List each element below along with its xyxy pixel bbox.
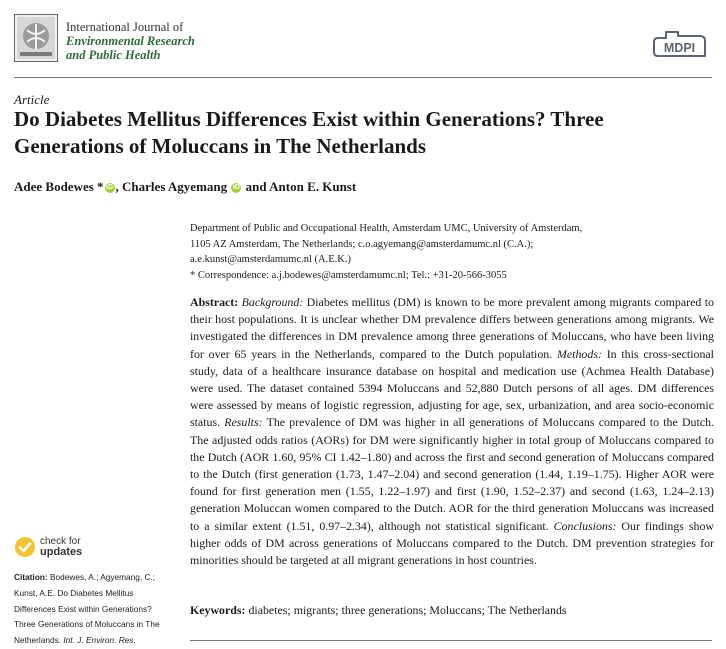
author-separator: and (242, 179, 270, 194)
conclusions-label: Conclusions: (553, 518, 617, 533)
journal-name-line3: and Public Health (66, 48, 161, 62)
bottom-divider (190, 640, 712, 641)
background-text: Diabetes mellitus (DM) is known to be mo… (190, 295, 714, 361)
mdpi-logo-icon: MDPI (653, 31, 706, 57)
corresponding-mark: * (97, 179, 104, 194)
results-label: Results: (224, 415, 263, 430)
author-list: Adee Bodewes * iD, Charles Agyemang iD an… (14, 179, 356, 195)
article-type: Article (14, 92, 50, 107)
author-separator: , (115, 179, 123, 194)
check-updates-line2: updates (40, 546, 83, 558)
author-name: Charles Agyemang (122, 179, 228, 194)
keywords-label: Keywords: (190, 603, 246, 617)
publisher-name: MDPI (664, 41, 695, 55)
journal-name: International Journal of Environmental R… (66, 20, 195, 62)
journal-name-line2: Environmental Research (66, 34, 195, 48)
check-updates-line1: check for (40, 536, 81, 547)
conclusions-text: Our findings show higher odds of DM acro… (190, 518, 714, 568)
check-for-updates-button[interactable]: check for updates (14, 536, 82, 558)
abstract-label: Abstract: (190, 295, 239, 309)
journal-logo-icon (14, 14, 58, 62)
citation-label: Citation: (14, 572, 48, 582)
citation-text: Bodewes, A.; Agyemang, C.; Kunst, A.E. D… (14, 572, 160, 646)
author-name: Adee Bodewes (14, 179, 94, 194)
correspondence-line: * Correspondence: a.j.bodewes@amsterdamu… (190, 269, 507, 281)
orcid-icon[interactable]: iD (104, 183, 115, 193)
journal-name-line1: International Journal of (66, 20, 184, 34)
citation-journal: Int. J. Environ. Res. (63, 635, 136, 646)
affiliations: Department of Public and Occupational He… (190, 221, 710, 283)
abstract: Abstract: Background: Diabetes mellitus … (190, 294, 714, 569)
results-text: The prevalence of DM was higher in all g… (190, 415, 714, 533)
author-name: Anton E. Kunst (269, 179, 357, 194)
keywords-text: diabetes; migrants; three generations; M… (245, 603, 567, 617)
keywords: Keywords: diabetes; migrants; three gene… (190, 603, 567, 618)
affiliation-line: Department of Public and Occupational He… (190, 223, 583, 234)
check-updates-label: check for updates (40, 536, 83, 558)
methods-label: Methods: (557, 346, 602, 361)
header-divider (14, 77, 712, 78)
affiliation-line: 1105 AZ Amsterdam, The Netherlands; c.o.… (190, 238, 534, 250)
background-label: Background: (241, 295, 304, 309)
article-title: Do Diabetes Mellitus Differences Exist w… (14, 107, 604, 158)
check-updates-icon (15, 537, 35, 557)
methods-text: In this cross-sectional study, data of a… (190, 346, 714, 430)
citation: Citation: Bodewes, A.; Agyemang, C.; Kun… (14, 570, 170, 649)
affiliation-line: a.e.kunst@amsterdamumc.nl (A.E.K.) (190, 254, 352, 265)
orcid-icon[interactable]: iD (231, 183, 242, 193)
